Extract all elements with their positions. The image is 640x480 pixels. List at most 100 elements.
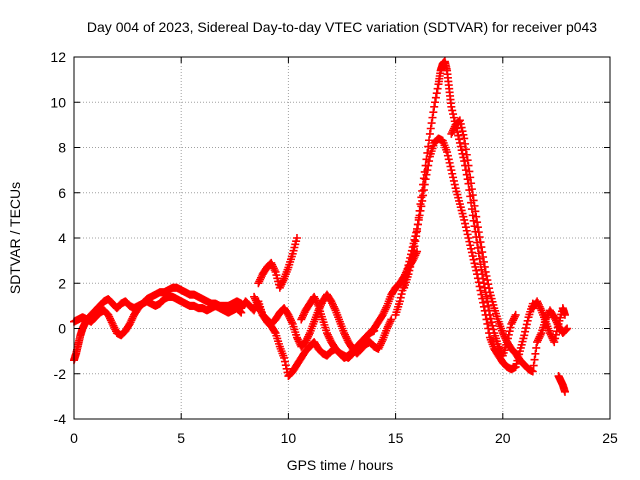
data-point-track-i xyxy=(468,191,477,200)
data-point-track-d xyxy=(330,304,339,313)
data-point-track-g xyxy=(467,248,476,257)
data-point-track-d xyxy=(301,338,310,347)
data-point-track-i xyxy=(465,167,474,176)
data-point-track-i xyxy=(484,280,493,289)
data-point-track-h xyxy=(449,110,458,119)
data-point-track-g xyxy=(521,324,530,333)
data-point-track-h xyxy=(495,344,504,353)
data-point-track-h xyxy=(409,247,418,256)
data-point-track-h xyxy=(416,200,425,209)
data-point-track-b xyxy=(110,323,119,332)
data-point-track-i xyxy=(481,267,490,276)
data-point-track-g xyxy=(444,155,453,164)
data-point-track-d xyxy=(386,317,395,326)
data-point-track-g xyxy=(419,191,428,200)
x-axis-label: GPS time / hours xyxy=(287,457,394,473)
data-point-track-j xyxy=(551,330,560,339)
data-point-track-h xyxy=(411,237,420,246)
data-point-track-f xyxy=(313,300,322,309)
data-point-track-h xyxy=(484,301,493,310)
data-point-track-i xyxy=(472,212,481,221)
data-point-track-d xyxy=(342,334,351,343)
y-tick-label: 4 xyxy=(58,230,66,246)
data-point-track-i xyxy=(532,343,541,352)
data-markers xyxy=(70,57,572,396)
data-point-track-h xyxy=(489,325,498,334)
x-tick-label: 25 xyxy=(602,430,618,446)
data-point-track-e xyxy=(292,234,301,242)
data-point-track-i xyxy=(470,201,479,210)
data-point-track-f xyxy=(323,330,332,339)
data-point-track-c xyxy=(379,309,388,318)
data-point-track-g xyxy=(479,298,488,307)
data-point-track-i xyxy=(449,124,458,133)
data-point-track-d xyxy=(293,335,302,344)
data-point-track-g xyxy=(476,286,485,295)
data-point-track-h xyxy=(417,193,426,202)
data-point-track-h xyxy=(423,148,432,157)
data-point-track-h xyxy=(428,113,437,122)
data-point-track-c xyxy=(280,357,289,366)
data-point-track-j xyxy=(551,334,560,343)
data-point-track-i xyxy=(499,330,508,339)
data-point-track-g xyxy=(408,243,417,252)
data-point-track-g xyxy=(448,169,457,178)
data-point-track-b xyxy=(236,307,245,316)
data-point-track-c xyxy=(378,310,387,319)
data-point-track-i xyxy=(456,119,465,128)
data-point-track-g xyxy=(477,290,486,299)
data-point-track-g xyxy=(445,158,454,167)
data-point-track-d xyxy=(327,297,336,306)
data-point-track-d xyxy=(292,333,301,342)
data-point-track-d xyxy=(377,339,386,348)
data-point-track-c xyxy=(281,361,290,370)
data-point-track-i xyxy=(473,223,482,232)
data-point-track-h xyxy=(485,310,494,319)
data-point-track-h xyxy=(418,186,427,195)
data-point-track-h xyxy=(408,252,417,261)
y-tick-label: -4 xyxy=(54,411,67,427)
data-point-track-g xyxy=(521,327,530,336)
data-point-track-e xyxy=(275,283,284,292)
data-point-track-i xyxy=(479,257,488,266)
data-point-track-i xyxy=(529,361,538,370)
data-point-track-i xyxy=(563,324,572,333)
data-point-track-h xyxy=(507,319,516,328)
data-point-track-i xyxy=(475,233,484,242)
data-point-track-g xyxy=(523,316,532,325)
data-point-track-i xyxy=(458,127,467,136)
data-point-track-i xyxy=(467,179,476,188)
data-point-track-e xyxy=(270,266,279,275)
x-tick-label: 20 xyxy=(495,430,511,446)
data-point-track-g xyxy=(443,151,452,160)
data-point-track-i xyxy=(447,129,456,138)
data-point-track-h xyxy=(482,292,491,301)
y-tick-label: 10 xyxy=(50,94,66,110)
data-point-track-j xyxy=(550,338,559,347)
y-tick-label: 0 xyxy=(58,321,66,337)
data-point-track-e xyxy=(269,264,278,273)
data-point-track-h xyxy=(509,314,518,323)
data-point-track-j xyxy=(533,299,542,308)
data-point-track-c xyxy=(270,327,279,336)
data-point-track-g xyxy=(463,230,472,239)
data-point-track-g xyxy=(399,282,408,291)
data-point-track-g xyxy=(397,290,406,299)
data-point-track-h xyxy=(413,227,422,236)
data-point-track-g xyxy=(447,166,456,175)
data-point-track-h xyxy=(458,149,467,158)
data-point-track-f xyxy=(370,326,379,335)
data-point-track-d xyxy=(374,344,383,353)
data-point-track-i xyxy=(479,253,488,262)
data-point-track-i xyxy=(459,130,468,139)
x-tick-label: 0 xyxy=(70,430,78,446)
data-point-track-h xyxy=(510,312,519,321)
data-point-track-f xyxy=(310,292,319,301)
data-point-track-i xyxy=(482,272,491,281)
data-point-track-i xyxy=(551,314,560,323)
data-point-track-d xyxy=(255,303,264,312)
data-point-track-d xyxy=(286,314,295,323)
data-point-track-i xyxy=(485,284,494,293)
data-point-track-g xyxy=(520,331,529,340)
data-point-track-i xyxy=(533,336,542,345)
